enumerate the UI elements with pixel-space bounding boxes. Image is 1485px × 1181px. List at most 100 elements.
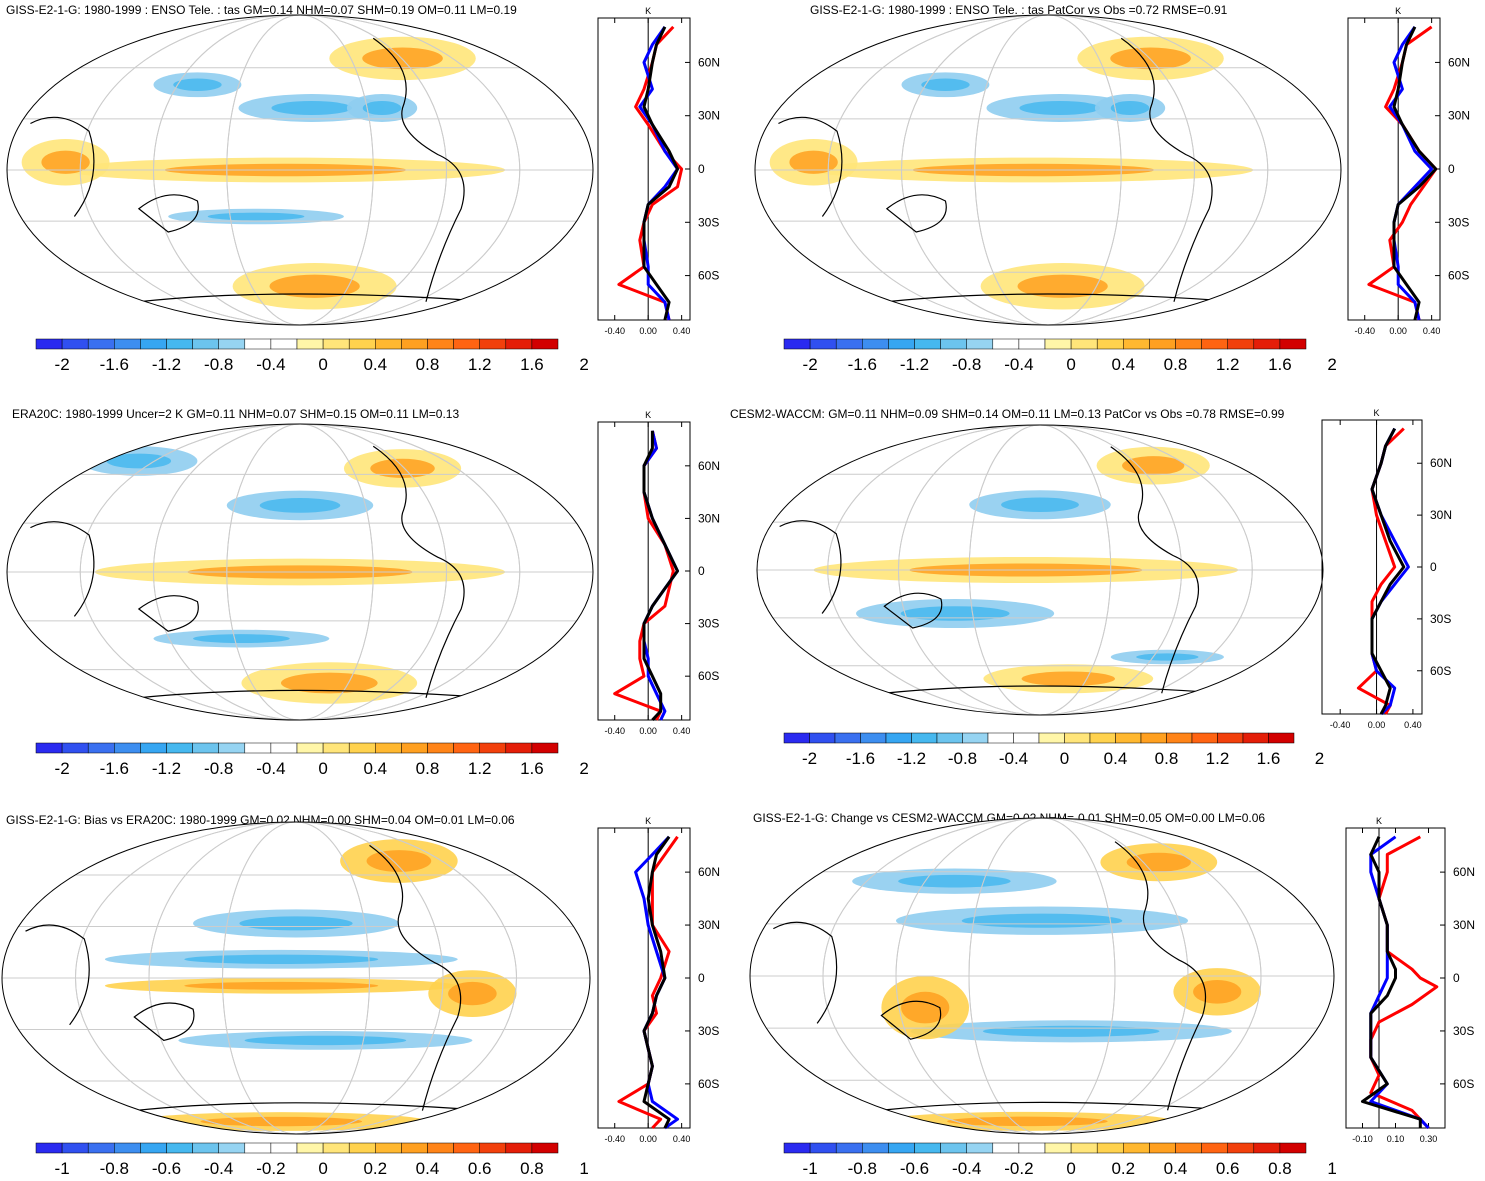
colorbar: -2 -1.6 -1.2 -0.8 -0.4 0 0.4 0.8 1.2 1.6 2 bbox=[783, 732, 1324, 768]
colorbar-tick-label: 1.2 bbox=[468, 759, 492, 778]
colorbar-tick-label: -1 bbox=[55, 1159, 70, 1178]
meridian-line bbox=[822, 818, 1262, 1134]
colorbar-tick-label: 0 bbox=[318, 1159, 327, 1178]
colorbar-swatch bbox=[1115, 732, 1142, 744]
coastline bbox=[369, 844, 462, 1111]
coastline bbox=[372, 445, 465, 698]
latitude-profile: K 60N 30N 0 30S 60S -0.10 0.10 0.30 bbox=[1345, 816, 1475, 1144]
colorbar-tick-label: 1 bbox=[579, 1159, 588, 1178]
meridian-line bbox=[79, 15, 521, 325]
black-profile-line bbox=[642, 430, 679, 722]
latitude-profile: K 60N 30N 0 30S 60S -0.40 0.00 0.40 bbox=[597, 6, 720, 336]
colorbar-swatch bbox=[244, 742, 272, 754]
temperature-field bbox=[2, 822, 590, 1134]
colorbar-swatch bbox=[35, 338, 63, 350]
coastline bbox=[885, 194, 947, 233]
colorbar-swatch bbox=[1013, 732, 1040, 744]
x-tick-label: 0.40 bbox=[673, 326, 691, 336]
colorbar-swatch bbox=[296, 338, 324, 350]
colorbar-tick-label: 1.2 bbox=[468, 355, 492, 374]
coastline bbox=[779, 520, 842, 614]
lat-tick-label: 30S bbox=[698, 215, 719, 229]
cold-core bbox=[982, 1025, 1160, 1037]
meridian-line bbox=[153, 424, 447, 720]
lat-tick-label: 30S bbox=[698, 617, 719, 631]
cold-core bbox=[921, 78, 970, 91]
lat-tick-label: 0 bbox=[698, 971, 705, 985]
colorbar-tick-label: -0.4 bbox=[256, 759, 285, 778]
temperature-field bbox=[757, 425, 1323, 715]
lat-tick-label: 0 bbox=[1448, 162, 1455, 176]
map bbox=[756, 424, 1324, 716]
warm-core bbox=[280, 672, 378, 694]
colorbar-swatch bbox=[166, 338, 193, 350]
lat-tick-label: 60S bbox=[1430, 664, 1451, 678]
meridian-line bbox=[226, 15, 374, 325]
map bbox=[749, 817, 1335, 1135]
colorbar-tick-label: -0.8 bbox=[848, 1159, 877, 1178]
colorbar-tick-label: -2 bbox=[55, 355, 70, 374]
colorbar-tick-label: 0.8 bbox=[416, 759, 440, 778]
warm-core bbox=[362, 47, 443, 70]
lat-tick-label: 0 bbox=[698, 162, 705, 176]
colorbar-swatch bbox=[888, 338, 915, 350]
colorbar-swatch bbox=[427, 742, 454, 754]
colorbar-swatch bbox=[1175, 1142, 1202, 1154]
colorbar-swatch bbox=[192, 742, 219, 754]
colorbar-swatch bbox=[479, 1142, 507, 1154]
coastline bbox=[1120, 37, 1213, 302]
lat-tick-label: 60N bbox=[1430, 456, 1452, 470]
colorbar-tick-label: -2 bbox=[55, 759, 70, 778]
colorbar-swatch bbox=[322, 1142, 350, 1154]
x-tick-label: 0.00 bbox=[1389, 326, 1407, 336]
colorbar-swatch bbox=[114, 338, 141, 350]
colorbar-tick-label: 0 bbox=[318, 759, 327, 778]
colorbar-swatch bbox=[1064, 732, 1091, 744]
colorbar-swatch bbox=[940, 338, 967, 350]
cold-core bbox=[961, 913, 1123, 928]
colorbar-tick-label: -0.8 bbox=[952, 355, 981, 374]
colorbar-swatch bbox=[166, 742, 193, 754]
colorbar-swatch bbox=[1175, 338, 1202, 350]
colorbar-swatch bbox=[1123, 1142, 1150, 1154]
colorbar-swatch bbox=[218, 338, 246, 350]
lat-tick-label: 60S bbox=[1448, 269, 1469, 283]
map bbox=[1, 821, 591, 1135]
black-profile-line bbox=[1361, 836, 1422, 1128]
colorbar-tick-label: -1 bbox=[803, 1159, 818, 1178]
meridian-line bbox=[75, 822, 517, 1134]
colorbar-swatch bbox=[61, 1142, 89, 1154]
x-tick-label: -0.40 bbox=[604, 726, 625, 736]
colorbar-tick-label: -0.4 bbox=[256, 355, 285, 374]
warm-core bbox=[1110, 47, 1191, 70]
map-border bbox=[6, 423, 594, 721]
colorbar-swatch bbox=[453, 338, 480, 350]
coastline bbox=[773, 921, 838, 1024]
colorbar-tick-label: 0 bbox=[1060, 749, 1069, 768]
colorbar-swatch bbox=[479, 742, 507, 754]
colorbar-tick-label: -0.2 bbox=[1004, 1159, 1033, 1178]
coastline bbox=[1110, 446, 1200, 694]
colorbar-swatch bbox=[1070, 338, 1098, 350]
meridian-line bbox=[827, 425, 1253, 715]
colorbar-swatch bbox=[453, 1142, 480, 1154]
colorbar-swatch bbox=[192, 338, 219, 350]
colorbar-swatch bbox=[479, 338, 507, 350]
colorbar-swatch bbox=[1191, 732, 1218, 744]
cold-core bbox=[244, 1035, 407, 1046]
warm-core bbox=[448, 981, 497, 1006]
coastline bbox=[137, 595, 199, 632]
colorbar-swatch bbox=[914, 338, 941, 350]
colorbar-tick-label: 0.8 bbox=[1268, 1159, 1292, 1178]
colorbar-swatch bbox=[375, 1142, 402, 1154]
colorbar-swatch bbox=[348, 338, 376, 350]
x-tick-label: 0.00 bbox=[639, 726, 657, 736]
colorbar-swatch bbox=[505, 1142, 533, 1154]
colorbar-tick-label: -1.2 bbox=[152, 355, 181, 374]
colorbar-swatch bbox=[888, 1142, 915, 1154]
colorbar-swatch bbox=[1038, 732, 1065, 744]
colorbar-swatch bbox=[1279, 338, 1307, 350]
meridian-line bbox=[898, 425, 1182, 715]
temperature-field bbox=[7, 424, 593, 720]
blue-profile-line bbox=[1388, 26, 1434, 321]
